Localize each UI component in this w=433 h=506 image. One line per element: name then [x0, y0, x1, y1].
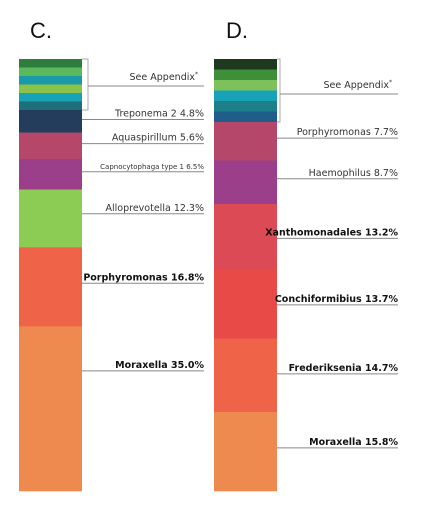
segment-value: 15.8% [365, 437, 398, 448]
segment-value: 6.5% [186, 163, 204, 171]
segment-name: Aquaspirillum [112, 133, 180, 144]
appendix-mark: * [195, 71, 198, 78]
segment-value: 7.7% [374, 127, 398, 138]
segment-name: Alloprevotella [106, 203, 174, 214]
appendix-bracket [82, 58, 89, 111]
bar-segment-aquaspirillum [19, 132, 82, 160]
bar-segment-porphyromonas [19, 247, 82, 327]
segment-label: Aquaspirillum 5.6% [112, 133, 204, 144]
appendix-label: See Appendix* [130, 71, 198, 83]
appendix-bracket [277, 58, 281, 123]
appendix-segment [214, 59, 277, 70]
segment-value: 8.7% [374, 168, 398, 179]
appendix-segment [19, 76, 82, 85]
segment-name: Moraxella [309, 437, 365, 448]
segment-label: Alloprevotella 12.3% [106, 203, 204, 214]
appendix-segment [19, 67, 82, 77]
segment-label: Moraxella 15.8% [309, 437, 398, 448]
appendix-segment [214, 80, 277, 91]
bar-segment-treponema-2 [19, 110, 82, 133]
bar-segment-capnocytophaga-type-1 [19, 158, 82, 190]
segment-label: Capnocytophaga type 1 6.5% [100, 163, 204, 171]
panel-c: C. See Appendix* Treponema 2 4.8% Aquaspiri… [19, 18, 204, 492]
appendix-segment [214, 101, 277, 112]
appendix-segment [19, 59, 82, 68]
appendix-mark: * [389, 79, 392, 86]
segment-label: Haemophilus 8.7% [309, 168, 398, 179]
bar-segment-haemophilus [214, 160, 277, 205]
segment-name: Conchiformibius [275, 294, 365, 305]
panel-letter: C. [30, 18, 52, 43]
bar-segment-frederiksenia [214, 338, 277, 413]
panel-d: D. See Appendix* Porphyromonas 7.7% Haemoph… [214, 18, 399, 492]
segment-label: Conchiformibius 13.7% [275, 294, 399, 305]
segment-value: 14.7% [365, 363, 398, 374]
appendix-segment [19, 84, 82, 94]
segment-value: 12.3% [174, 203, 204, 214]
bar-segment-conchiformibius [214, 270, 277, 339]
segment-label: Xanthomonadales 13.2% [265, 227, 398, 238]
segment-value: 16.8% [171, 272, 204, 283]
segment-name: Frederiksenia [289, 363, 365, 374]
segment-value: 4.8% [180, 108, 204, 119]
segment-value: 35.0% [171, 360, 204, 371]
segment-label: Treponema 2 4.8% [114, 108, 204, 119]
segment-name: Moraxella [115, 360, 171, 371]
appendix-segment [214, 90, 277, 102]
segment-label: Porphyromonas 7.7% [297, 127, 398, 138]
segment-name: Porphyromonas [83, 272, 171, 283]
segment-value: 13.7% [365, 294, 398, 305]
segment-value: 13.2% [365, 227, 398, 238]
appendix-segment [19, 93, 82, 102]
segment-label: Moraxella 35.0% [115, 360, 204, 371]
bar-segment-alloprevotella [19, 189, 82, 248]
bar-segment-porphyromonas [214, 122, 277, 161]
segment-label: Frederiksenia 14.7% [289, 363, 399, 374]
panel-letter: D. [226, 18, 248, 43]
segment-name: Porphyromonas [297, 127, 374, 138]
segment-value: 5.6% [180, 133, 204, 144]
appendix-segment [19, 101, 82, 111]
bar-segment-moraxella [19, 326, 82, 492]
segment-name: Haemophilus [309, 168, 374, 179]
segment-name: Capnocytophaga type 1 [100, 163, 186, 171]
bar-segment-moraxella [214, 412, 277, 492]
segment-label: Porphyromonas 16.8% [83, 272, 204, 283]
bar-segment-xanthomonadales [214, 204, 277, 271]
appendix-label: See Appendix* [324, 79, 392, 91]
appendix-segment [214, 111, 277, 123]
segment-name: Xanthomonadales [265, 227, 365, 238]
segment-name: Treponema 2 [114, 108, 180, 119]
appendix-segment [214, 69, 277, 81]
